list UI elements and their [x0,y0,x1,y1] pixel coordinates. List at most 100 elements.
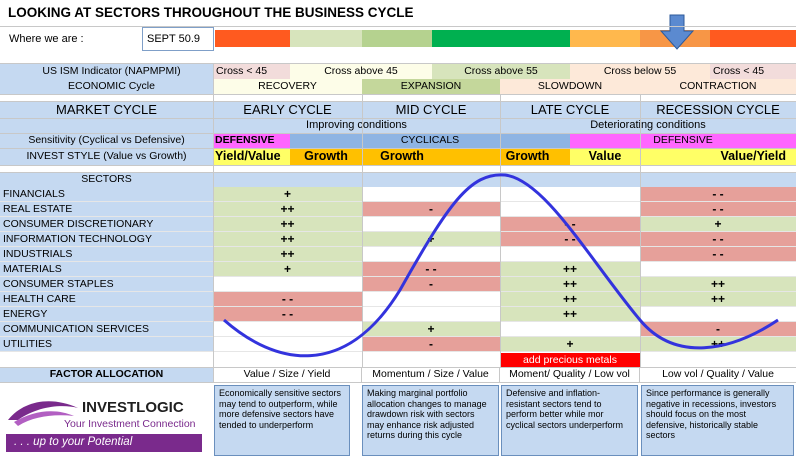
precious-metals-note: add precious metals [500,353,640,367]
sector-signal-rec: ++ [640,277,796,292]
sensitivity-defensive-late: DEFENSIVE [570,133,796,148]
sector-signal-late: ++ [500,277,640,292]
sector-name: UTILITIES [0,337,213,352]
description-late: Defensive and inflation-resistant sector… [501,385,638,456]
ism-cell-1: Cross < 45 [216,65,268,78]
sector-name: REAL ESTATE [0,202,213,217]
sectors-header-band [213,172,796,187]
ism-cell-2: Cross above 45 [290,64,432,79]
sector-signal-early: ++ [213,247,362,262]
style-growth-fill-2 [555,148,570,165]
grid-line [500,94,501,367]
sector-signal-rec [640,262,796,277]
ism-cell-5: Cross < 45 [713,65,765,78]
sector-name: INFORMATION TECHNOLOGY [0,232,213,247]
grid-line [0,382,796,383]
sector-signal-early: ++ [213,202,362,217]
logo-slogan: . . . up to your Potential [6,434,202,452]
ism-cell-4: Cross below 55 [570,64,710,79]
grid-line [0,133,796,134]
improving-conditions: Improving conditions [213,118,500,133]
conditions-label-bg [0,118,213,133]
sector-signal-early [213,322,362,337]
sector-signal-late: + [500,337,640,352]
style-growth-2: Growth [362,148,442,165]
grid-line [0,101,796,102]
grid-line [0,172,796,173]
where-label: Where we are : [9,32,84,45]
sector-signal-mid: + [362,322,500,337]
sector-signal-early [213,277,362,292]
description-recession: Since performance is generally negative … [641,385,794,456]
market-late-cycle: LATE CYCLE [500,101,640,118]
factor-recession: Low vol / Quality / Value [662,368,774,381]
sector-signal-mid [362,247,500,262]
sector-signal-rec [640,307,796,322]
economic-expansion: EXPANSION [362,79,500,94]
arrow-down-icon [659,14,695,50]
sector-signal-late: ++ [500,292,640,307]
phase-color-1 [215,30,290,47]
sector-signal-rec: - - [640,232,796,247]
grid-line [362,94,363,367]
sector-name: FINANCIALS [0,187,213,202]
grid-line [213,63,214,382]
sector-signal-mid: - - [362,262,500,277]
factor-mid: Momentum / Size / Value [362,367,500,382]
phase-color-5 [570,30,640,47]
style-growth-1: Growth [290,148,362,165]
sector-signal-rec: - - [640,187,796,202]
sector-signal-early: + [213,262,362,277]
where-value-cell[interactable]: SEPT 50.9 [142,27,214,51]
sector-name: CONSUMER DISCRETIONARY [0,217,213,232]
ism-cell-3: Cross above 55 [432,64,570,79]
sector-name: CONSUMER STAPLES [0,277,213,292]
style-value-yield: Value/Yield [700,148,796,165]
sector-signal-early: - - [213,292,362,307]
sector-signal-mid [362,217,500,232]
economic-label: ECONOMIC Cycle [0,79,213,94]
grid-line [0,118,796,119]
sector-signal-early: + [213,187,362,202]
market-recession-cycle: RECESSION CYCLE [640,101,796,118]
market-mid-cycle: MID CYCLE [362,101,500,118]
phase-color-4 [432,30,570,47]
sectors-header: SECTORS [0,172,213,187]
logo-name: INVESTLOGIC [82,399,184,416]
grid-line [0,94,796,95]
sector-signal-mid [362,307,500,322]
style-value: Value [570,148,640,165]
sector-signal-early: ++ [213,232,362,247]
sector-signal-mid: - [362,202,500,217]
style-growth-fill [442,148,500,165]
sector-signal-rec: ++ [640,292,796,307]
sector-signal-rec: - - [640,202,796,217]
sector-signal-early: ++ [213,217,362,232]
sensitivity-label: Sensitivity (Cyclical vs Defensive) [0,133,213,148]
sheet-title: LOOKING AT SECTORS THROUGHOUT THE BUSINE… [8,5,414,21]
market-cycle-label: MARKET CYCLE [0,101,213,118]
phase-color-3 [362,30,432,47]
sector-signal-rec: + [640,217,796,232]
grid-line [0,165,796,166]
factor-late: Moment/ Quality / Low vol [500,367,640,382]
sector-signal-late [500,322,640,337]
sensitivity-defensive-early: DEFENSIVE [213,133,290,148]
sector-name: MATERIALS [0,262,213,277]
deteriorating-conditions: Deteriorating conditions [500,118,796,133]
sector-name: COMMUNICATION SERVICES [0,322,213,337]
grid-line [640,94,641,367]
grid-line [0,63,796,64]
grid-line [0,148,796,149]
phase-color-7 [710,30,796,47]
style-value-fill [640,148,700,165]
ism-label: US ISM Indicator (NAPMPMI) [0,64,213,79]
factor-early: Value / Size / Yield [213,367,362,382]
sector-signal-early: - - [213,307,362,322]
sector-signal-rec: - - [640,247,796,262]
sector-signal-late: - - [500,232,640,247]
sector-name: INDUSTRIALS [0,247,213,262]
investlogic-logo: INVESTLOGIC Your Investment Connection .… [4,386,209,456]
